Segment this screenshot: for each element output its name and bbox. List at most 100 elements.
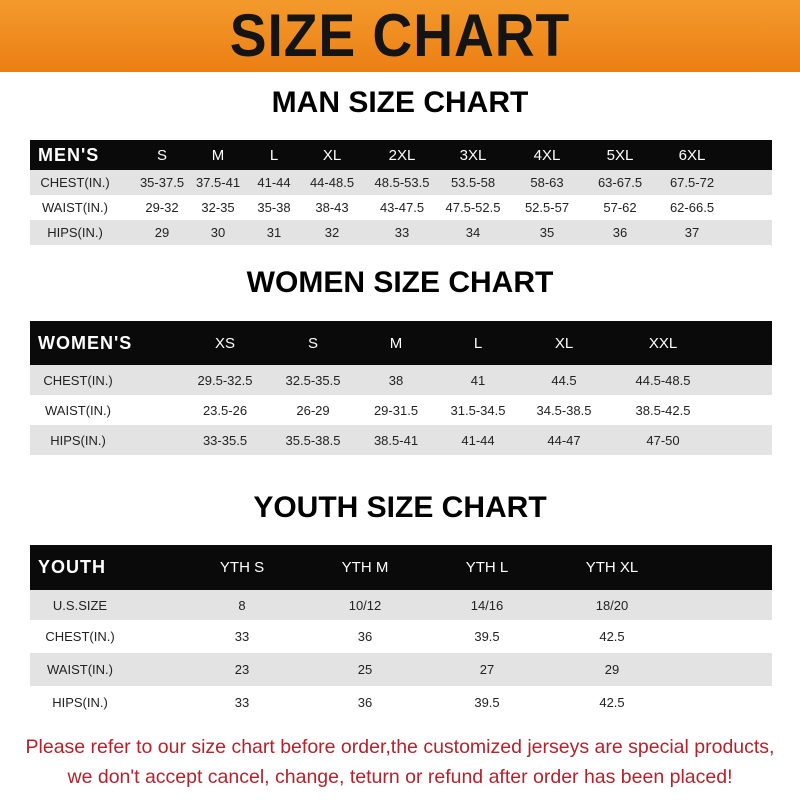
size-value: 38 [388,372,404,388]
row-label: HIPS(IN.) [52,694,108,710]
size-value: 23 [234,662,250,677]
size-value: 8 [238,597,246,613]
size-value: 39.5 [474,629,500,644]
size-value: 23.5-26 [202,402,248,418]
page-title: SIZE CHART [229,2,571,69]
row-label: WAIST(IN.) [47,662,113,677]
size-value: 44-47 [547,432,581,448]
size-value: 38.5-42.5 [635,402,691,418]
size-value: 36 [612,225,628,240]
size-value: 29-32 [145,200,179,215]
notice-line-1: Please refer to our size chart before or… [25,736,775,758]
size-value: 14/16 [470,597,504,613]
table-row: HIPS(IN.) 33-35.5 35.5-38.5 38.5-41 41-44 44-… [30,425,772,455]
size-value: 29 [604,662,620,677]
size-value: 34 [465,225,481,240]
size-value: 35-38 [257,200,291,215]
size-column-header: L [473,334,483,352]
row-label: CHEST(IN.) [43,372,113,388]
table-header-row: MEN'S S M L XL 2XL 3XL 4XL 5XL 6XL [30,140,772,170]
size-value: 38.5-41 [373,432,419,448]
women-size-table: WOMEN'S XS S M L XL XXL CHEST(IN.) 29.5-32.5 32.5… [30,321,772,455]
size-value: 37.5-41 [195,175,241,190]
size-column-header: XS [214,334,236,352]
size-value: 31.5-34.5 [450,402,506,418]
size-value: 47-50 [646,432,680,448]
size-column-header: YTH L [465,559,509,576]
size-value: 57-62 [603,200,637,215]
size-value: 41-44 [257,175,291,190]
notice-line-2: we don't accept cancel, change, teturn o… [67,766,733,788]
size-value: 29.5-32.5 [197,372,253,388]
size-column-header: XXL [648,334,678,352]
row-label: CHEST(IN.) [45,629,115,644]
table-row: WAIST(IN.) 23 25 27 29 [30,653,772,686]
size-column-header: YTH S [219,559,265,576]
table-header-label: WOMEN'S [38,332,133,353]
size-value: 29-31.5 [373,402,419,418]
size-value: 34.5-38.5 [536,402,592,418]
row-label: U.S.SIZE [52,597,108,613]
size-column-header: 5XL [606,146,634,164]
size-value: 32 [324,225,340,240]
size-value: 35.5-38.5 [285,432,341,448]
size-value: 41-44 [461,432,495,448]
size-value: 58-63 [530,175,564,190]
row-label: CHEST(IN.) [40,175,110,190]
size-column-header: XL [554,334,574,352]
size-column-header: M [211,146,225,164]
size-value: 18/20 [595,597,629,613]
size-value: 63-67.5 [597,175,643,190]
table-row: WAIST(IN.) 29-32 32-35 35-38 38-43 43-47.5 47.… [30,195,772,220]
size-column-header: YTH XL [585,559,639,576]
size-value: 33 [234,629,250,644]
size-value: 42.5 [599,694,625,710]
size-value: 33 [394,225,410,240]
size-column-header: 4XL [533,146,561,164]
size-column-header: M [389,334,403,352]
size-value: 42.5 [599,629,625,644]
table-header-label: YOUTH [38,557,106,577]
size-value: 39.5 [474,694,500,710]
women-chart-title: WOMEN SIZE CHART [246,266,554,299]
row-label: HIPS(IN.) [47,225,103,240]
size-value: 31 [266,225,282,240]
size-column-header: L [269,146,279,164]
table-header-label: MEN'S [38,144,100,165]
size-value: 48.5-53.5 [374,175,430,190]
size-column-header: YTH M [341,559,389,576]
size-value: 33 [234,694,250,710]
men-chart-title: MAN SIZE CHART [271,86,529,119]
size-value: 37 [684,225,700,240]
size-value: 62-66.5 [669,200,715,215]
size-value: 38-43 [315,200,349,215]
row-label: WAIST(IN.) [42,200,108,215]
size-value: 26-29 [296,402,330,418]
size-column-header: 3XL [459,146,487,164]
size-value: 35 [539,225,555,240]
size-value: 30 [210,225,226,240]
table-header-row: WOMEN'S XS S M L XL XXL [30,321,772,365]
men-size-table: MEN'S S M L XL 2XL 3XL 4XL 5XL 6XL CHEST(IN.) 35-37… [30,140,772,245]
size-value: 44-48.5 [309,175,355,190]
size-value: 67.5-72 [669,175,715,190]
size-value: 25 [357,662,373,677]
size-value: 32-35 [201,200,235,215]
table-row: CHEST(IN.) 35-37.5 37.5-41 41-44 44-48.5 48.5… [30,170,772,195]
size-value: 35-37.5 [139,175,185,190]
size-column-header: S [156,146,168,164]
size-value: 27 [479,662,495,677]
header-banner: SIZE CHART [0,0,800,72]
size-column-header: S [307,334,319,352]
size-column-header: 6XL [678,146,706,164]
table-row: HIPS(IN.) 33 36 39.5 42.5 [30,686,772,718]
size-column-header: 2XL [388,146,416,164]
size-value: 43-47.5 [379,200,425,215]
table-row: WAIST(IN.) 23.5-26 26-29 29-31.5 31.5-34.5 34… [30,395,772,425]
table-row: HIPS(IN.) 29 30 31 32 33 34 35 36 37 [30,220,772,245]
size-value: 53.5-58 [450,175,496,190]
size-value: 41 [470,372,486,388]
size-column-header: XL [322,146,342,164]
size-value: 29 [154,225,170,240]
table-row: CHEST(IN.) 29.5-32.5 32.5-35.5 38 41 44.5 44.5… [30,365,772,395]
